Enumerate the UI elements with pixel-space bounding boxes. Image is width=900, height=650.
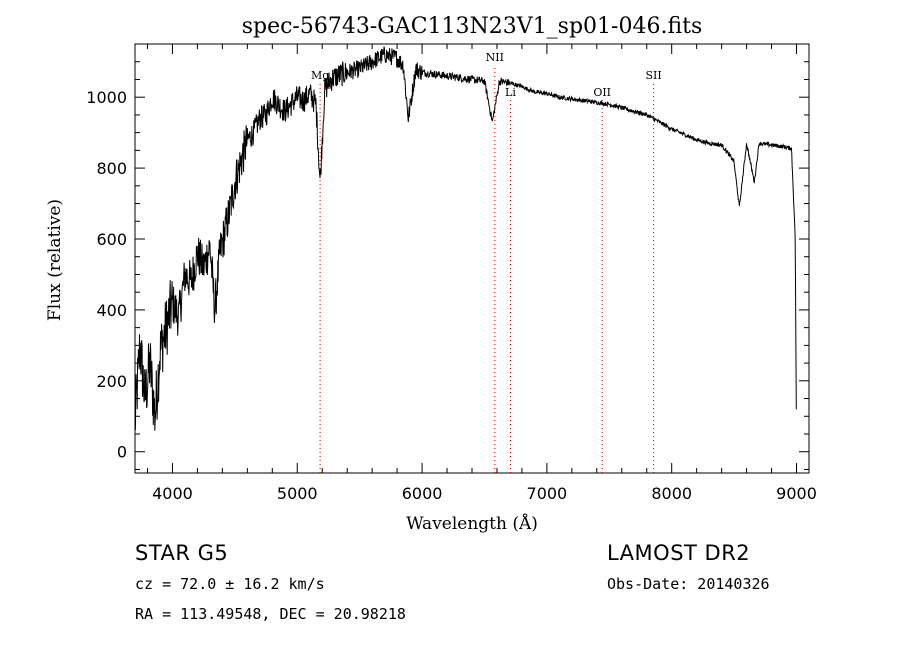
- x-tick-label: 5000: [277, 484, 318, 503]
- spectral-line-label: NII: [486, 51, 504, 64]
- y-tick-label: 1000: [86, 88, 127, 107]
- obs-date: Obs-Date: 20140326: [607, 575, 770, 593]
- y-tick-label: 800: [96, 159, 127, 178]
- x-tick-label: 7000: [527, 484, 568, 503]
- spectral-line-label: OII: [593, 86, 611, 99]
- x-tick-label: 8000: [651, 484, 692, 503]
- y-tick-label: 200: [96, 372, 127, 391]
- axis-ticks: [135, 43, 809, 473]
- y-axis-label: Flux (relative): [45, 199, 65, 321]
- y-tick-label: 400: [96, 301, 127, 320]
- x-tick-label: 6000: [402, 484, 443, 503]
- plot-frame: [134, 43, 810, 474]
- chart-title: spec-56743-GAC113N23V1_sp01-046.fits: [242, 14, 703, 39]
- survey-release: LAMOST DR2: [607, 541, 751, 565]
- x-tick-label: 4000: [152, 484, 193, 503]
- redshift-value: cz = 72.0 ± 16.2 km/s: [135, 575, 325, 593]
- spectral-line-label: SII: [645, 69, 661, 82]
- spectral-line-label: Li: [505, 86, 516, 99]
- flux-series-line: [134, 46, 797, 431]
- x-axis-label: Wavelength (Å): [406, 513, 538, 534]
- x-tick-labels: 4000 5000 6000 7000 8000 9000: [152, 484, 817, 503]
- y-tick-labels: 0 200 400 600 800 1000: [86, 88, 127, 462]
- object-class: STAR G5: [135, 541, 229, 565]
- coordinates: RA = 113.49548, DEC = 20.98218: [135, 605, 406, 623]
- y-tick-label: 0: [117, 443, 127, 462]
- y-tick-label: 600: [96, 230, 127, 249]
- x-tick-label: 9000: [776, 484, 817, 503]
